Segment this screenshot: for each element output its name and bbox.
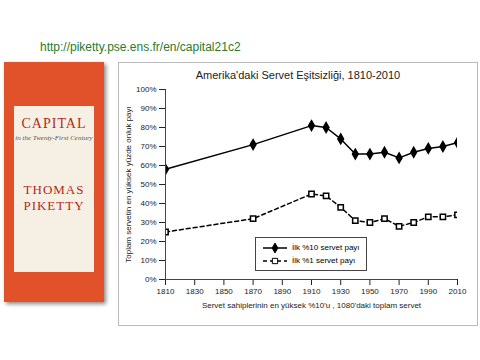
html-text:PIKETTY: PIKETTY <box>23 198 85 213</box>
svg-text:Toplam servetin en yüksek yüzd: Toplam servetin en yüksek yüzde onluk pa… <box>124 106 133 263</box>
svg-text:50%: 50% <box>140 180 156 189</box>
svg-text:1870: 1870 <box>244 287 262 296</box>
svg-text:1950: 1950 <box>361 287 379 296</box>
html-text:Amerika'daki Servet Eşitsizliğ: Amerika'daki Servet Eşitsizliği, 1810-20… <box>195 69 401 81</box>
svg-text:1830: 1830 <box>186 287 204 296</box>
html-text:in the Twenty-First Century: in the Twenty-First Century <box>15 134 93 142</box>
html-text:http://piketty.pse.ens.fr/en/c: http://piketty.pse.ens.fr/en/capital21c2 <box>40 40 241 54</box>
svg-text:2010: 2010 <box>449 287 467 296</box>
html-text:İlk %1 servet payı: İlk %1 servet payı <box>292 256 356 265</box>
svg-text:Servet sahiplerinin en yüksek: Servet sahiplerinin en yüksek %10'u , 10… <box>202 301 422 310</box>
svg-text:1850: 1850 <box>215 287 233 296</box>
svg-text:1910: 1910 <box>303 287 321 296</box>
html-text:THOMAS: THOMAS <box>23 182 85 197</box>
svg-text:1990: 1990 <box>419 287 437 296</box>
svg-text:10%: 10% <box>140 256 156 265</box>
svg-text:30%: 30% <box>140 218 156 227</box>
svg-text:1890: 1890 <box>273 287 291 296</box>
svg-text:40%: 40% <box>140 199 156 208</box>
svg-text:1930: 1930 <box>332 287 350 296</box>
svg-text:60%: 60% <box>140 161 156 170</box>
svg-text:1810: 1810 <box>157 287 175 296</box>
svg-text:70%: 70% <box>140 142 156 151</box>
svg-text:1970: 1970 <box>390 287 408 296</box>
html-text:CAPITAL: CAPITAL <box>21 116 87 131</box>
svg-text:80%: 80% <box>140 123 156 132</box>
svg-text:90%: 90% <box>140 104 156 113</box>
svg-text:20%: 20% <box>140 237 156 246</box>
html-text:İlk %10 servet payı: İlk %10 servet payı <box>292 243 360 252</box>
svg-text:100%: 100% <box>136 85 156 94</box>
svg-text:0%: 0% <box>145 275 157 284</box>
